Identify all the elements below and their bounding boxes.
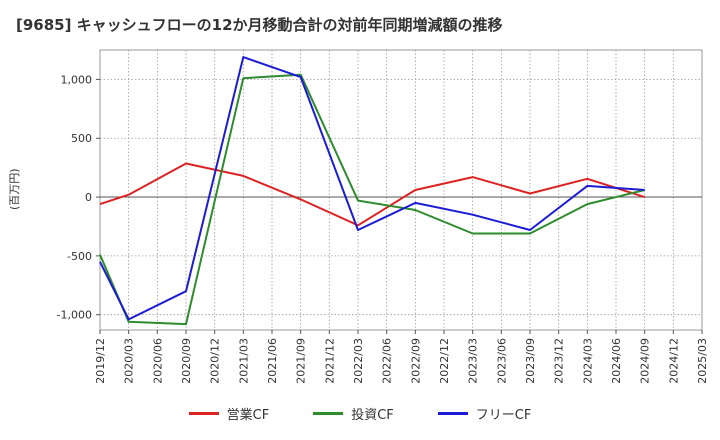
y-tick-label: 1,000 — [61, 73, 93, 86]
x-tick-label: 2024/09 — [639, 338, 652, 384]
x-tick-label: 2025/03 — [696, 338, 709, 384]
x-axis: 2019/12 2020/03 2020/06 2020/09 2020/12 2021/… — [94, 330, 709, 384]
x-tick-label: 2021/03 — [237, 338, 250, 384]
chart-title: [9685] キャッシュフローの12か月移動合計の対前年同期増減額の推移 — [16, 16, 503, 34]
x-tick-label: 2023/12 — [553, 338, 566, 384]
x-tick-label: 2020/12 — [209, 338, 222, 384]
x-tick-label: 2024/06 — [610, 338, 623, 384]
y-tick-label: -500 — [67, 250, 92, 263]
plot-area — [99, 49, 703, 331]
x-tick-label: 2021/09 — [295, 338, 308, 384]
legend-label-operating-cf: 営業CF — [226, 408, 270, 423]
legend-label-investing-cf: 投資CF — [351, 408, 394, 423]
legend-swatch-investing-cf — [313, 412, 344, 415]
x-tick-label: 2022/03 — [352, 338, 365, 384]
x-tick-label: 2023/06 — [495, 338, 508, 384]
y-axis: 1,000 500 0 -500 -1,000 — [57, 73, 100, 322]
series-line-1 — [99, 73, 645, 326]
x-tick-label: 2022/09 — [409, 338, 422, 384]
grid-lines — [100, 50, 702, 330]
series-line-2 — [99, 56, 645, 321]
legend-item-operating-cf: 営業CF — [188, 404, 270, 423]
x-tick-label: 2024/03 — [581, 338, 594, 384]
x-tick-label: 2020/09 — [180, 338, 193, 384]
x-tick-label: 2024/12 — [667, 338, 680, 384]
legend-label-free-cf: フリーCF — [475, 408, 532, 423]
x-tick-label: 2021/12 — [323, 338, 336, 384]
x-tick-label: 2019/12 — [94, 338, 107, 384]
x-tick-label: 2022/06 — [381, 338, 394, 384]
x-tick-label: 2021/06 — [266, 338, 279, 384]
y-tick-label: -1,000 — [57, 309, 92, 322]
x-tick-label: 2020/03 — [123, 338, 136, 384]
x-tick-label: 2022/12 — [438, 338, 451, 384]
x-tick-label: 2023/03 — [467, 338, 480, 384]
x-tick-label: 2023/09 — [524, 338, 537, 384]
y-tick-label: 0 — [85, 191, 92, 204]
legend-swatch-operating-cf — [188, 412, 219, 415]
series-line-0 — [99, 162, 646, 227]
legend-swatch-free-cf — [437, 412, 468, 415]
legend-item-investing-cf: 投資CF — [313, 404, 394, 423]
x-tick-label: 2020/06 — [151, 338, 164, 384]
legend: 営業CF 投資CF フリーCF — [0, 404, 720, 423]
legend-item-free-cf: フリーCF — [437, 404, 532, 423]
series-lines — [99, 56, 646, 326]
y-tick-label: 500 — [71, 132, 92, 145]
